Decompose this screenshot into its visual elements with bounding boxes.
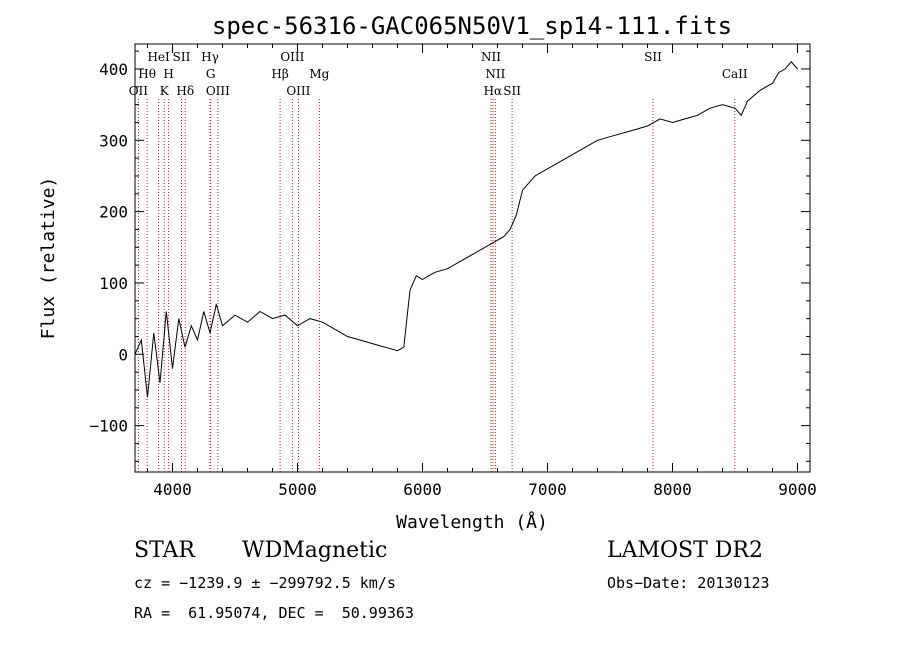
flux-series bbox=[134, 61, 798, 398]
spectral-line-label: Hγ bbox=[201, 50, 219, 64]
object-subclass: WDMagnetic bbox=[242, 538, 388, 563]
spectral-line-label: OIII bbox=[280, 50, 304, 64]
spectral-line-label: CaII bbox=[722, 67, 748, 81]
y-tick-label: −100 bbox=[89, 417, 128, 436]
y-tick-label: 400 bbox=[99, 60, 128, 79]
spectral-line-label: NII bbox=[485, 67, 505, 81]
obs-date: Obs−Date: 20130123 bbox=[607, 574, 770, 592]
spectral-line-label: Mg bbox=[309, 67, 329, 81]
flux-line bbox=[134, 61, 798, 398]
spectral-line-label: HeI bbox=[147, 50, 170, 64]
y-tick-label: 300 bbox=[99, 131, 128, 150]
y-axis-ticks: −100 0 100 200 300 400 bbox=[89, 50, 810, 462]
spectral-line-label: Hβ bbox=[271, 67, 288, 81]
spectral-line-label: Hδ bbox=[176, 84, 194, 98]
plot-frame bbox=[134, 43, 811, 473]
x-tick-label: 4000 bbox=[153, 480, 192, 499]
spectral-line-label: OIII bbox=[286, 84, 310, 98]
spectral-line-label: OIII bbox=[206, 84, 230, 98]
x-tick-label: 6000 bbox=[403, 480, 442, 499]
y-axis-label: Flux (relative) bbox=[38, 177, 59, 340]
y-tick-label: 0 bbox=[118, 345, 128, 364]
spectral-line-label: G bbox=[206, 67, 216, 81]
spectral-line-label: Hθ bbox=[138, 67, 156, 81]
spectral-line-label: SII bbox=[503, 84, 521, 98]
object-class: STAR bbox=[134, 538, 195, 563]
y-tick-label: 100 bbox=[99, 274, 128, 293]
spectral-line-label: H bbox=[163, 67, 173, 81]
survey-name: LAMOST DR2 bbox=[607, 538, 763, 563]
spectral-line-label: Hα bbox=[484, 84, 503, 98]
ra-dec-text: RA = 61.95074, DEC = 50.99363 bbox=[134, 604, 414, 622]
redshift-text: cz = −1239.9 ± −299792.5 km/s bbox=[134, 574, 396, 592]
spectral-line-label: SII bbox=[644, 50, 662, 64]
x-tick-label: 7000 bbox=[528, 480, 567, 499]
chart-title: spec-56316-GAC065N50V1_sp14-111.fits bbox=[212, 12, 732, 40]
x-axis-label: Wavelength (Å) bbox=[396, 511, 548, 533]
spectral-line-label: NII bbox=[481, 50, 501, 64]
spectral-line-label: K bbox=[160, 84, 170, 98]
x-tick-label: 8000 bbox=[653, 480, 692, 499]
spectral-line-label: SII bbox=[173, 50, 191, 64]
x-tick-label: 9000 bbox=[778, 480, 817, 499]
y-tick-label: 200 bbox=[99, 203, 128, 222]
x-tick-label: 5000 bbox=[278, 480, 317, 499]
plot-border bbox=[134, 43, 811, 473]
x-axis-ticks: 4000 5000 6000 7000 8000 9000 bbox=[147, 44, 817, 499]
spectral-line-label: OII bbox=[129, 84, 149, 98]
emission-line-markers: OIIHθHeIKHSIIHδHγGOIIIHβOIIIOIIIMgNIINII… bbox=[129, 50, 748, 472]
